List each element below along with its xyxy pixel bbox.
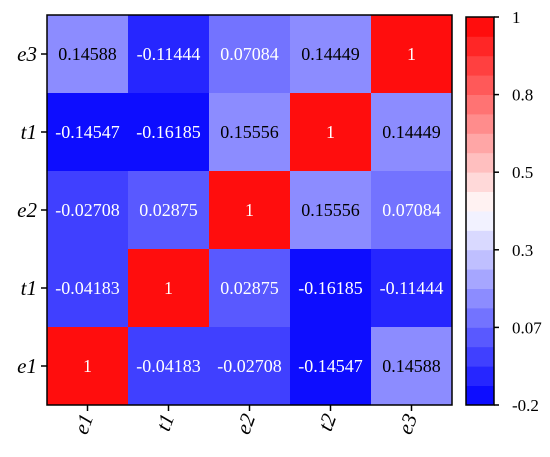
cell-value-label: -0.02708 xyxy=(55,200,120,220)
heatmap-cell xyxy=(47,93,129,172)
x-tick-label: e1 xyxy=(69,411,98,438)
x-tick-label: t1 xyxy=(151,411,179,435)
colorbar: 1 0.8 0.5 0.3 0.07 -0.2 xyxy=(465,8,542,415)
colorbar-segment xyxy=(466,269,494,289)
cell-value-label: 1 xyxy=(245,200,254,220)
cell-value-label: 1 xyxy=(326,122,335,142)
cell-value-label: 0.14449 xyxy=(382,122,441,142)
heatmap-cell xyxy=(128,249,210,328)
colorbar-segment xyxy=(466,366,494,386)
colorbar-segment xyxy=(466,36,494,57)
cell-value-label: -0.16185 xyxy=(136,122,201,142)
heatmap-cell xyxy=(371,171,453,250)
colorbar-segment xyxy=(466,191,494,212)
heatmap-cell xyxy=(128,327,210,406)
cell-value-label: 0.07084 xyxy=(382,200,441,220)
cell-value-label: -0.02708 xyxy=(217,356,282,376)
heatmap-cell xyxy=(209,327,291,406)
colorbar-segment xyxy=(466,327,494,348)
y-tick-label: e2 xyxy=(17,198,37,222)
heatmap-cell xyxy=(209,93,291,172)
colorbar-tick-label: 1 xyxy=(512,8,521,27)
heatmap-cell xyxy=(371,93,453,172)
cell-value-label: 0.14588 xyxy=(58,44,117,64)
cell-value-label: -0.11444 xyxy=(380,278,444,298)
colorbar-segment xyxy=(466,230,494,251)
heatmap-cell xyxy=(371,249,453,328)
colorbar-frame xyxy=(465,16,495,406)
cell-value-label: -0.04183 xyxy=(55,278,120,298)
heatmap-cell xyxy=(128,93,210,172)
cell-value-label: -0.14547 xyxy=(298,356,363,376)
colorbar-segment xyxy=(466,308,494,328)
colorbar-segment xyxy=(466,211,494,231)
heatmap-cell xyxy=(209,249,291,328)
colorbar-segment xyxy=(466,94,494,115)
heatmap-cell xyxy=(128,15,210,94)
heatmap-cell xyxy=(290,327,372,406)
cell-value-label: 1 xyxy=(164,278,173,298)
colorbar-segment xyxy=(466,75,494,95)
colorbar-segment xyxy=(466,385,494,406)
heatmap-cells xyxy=(47,15,453,406)
colorbar-segment xyxy=(466,346,494,367)
heatmap-cell xyxy=(47,15,129,94)
cell-value-label: -0.14547 xyxy=(55,122,120,142)
heatmap-cell xyxy=(209,171,291,250)
colorbar-segment xyxy=(466,133,494,154)
heatmap-cell xyxy=(47,327,129,406)
cell-value-label: 1 xyxy=(407,44,416,64)
colorbar-segment xyxy=(466,288,494,309)
cell-value-label: -0.04183 xyxy=(136,356,201,376)
colorbar-tick-label: -0.2 xyxy=(512,396,539,415)
cell-value-label: 0.07084 xyxy=(220,44,279,64)
colorbar-tick-label: 0.3 xyxy=(512,241,533,260)
colorbar-tick-label: 0.8 xyxy=(512,86,533,105)
y-tick-label: e3 xyxy=(17,42,37,66)
colorbar-segment xyxy=(466,55,494,76)
colorbar-segment xyxy=(466,172,494,192)
heatmap-cell xyxy=(47,249,129,328)
heatmap-cell xyxy=(290,93,372,172)
y-tick-label: t1 xyxy=(21,120,37,144)
cell-value-label: 0.15556 xyxy=(220,122,279,142)
cell-value-label: -0.11444 xyxy=(137,44,201,64)
cell-value-label: 0.15556 xyxy=(301,200,360,220)
heatmap-cell xyxy=(290,15,372,94)
x-tick-label: t2 xyxy=(313,410,341,434)
cell-value-label: 0.02875 xyxy=(139,200,198,220)
heatmap-cell xyxy=(209,15,291,94)
y-tick-label: e1 xyxy=(17,354,37,378)
colorbar-segment xyxy=(466,17,494,37)
heatmap-cell xyxy=(371,327,453,406)
heatmap-cell xyxy=(290,249,372,328)
heatmap-cell xyxy=(47,171,129,250)
cell-value-label: 1 xyxy=(83,356,92,376)
colorbar-tick-label: 0.5 xyxy=(512,163,533,182)
colorbar-segment xyxy=(466,152,494,173)
heatmap-cell xyxy=(290,171,372,250)
cell-value-label: 0.14588 xyxy=(382,356,441,376)
y-axis: e3 t1 e2 t1 e1 xyxy=(17,42,47,378)
heatmap-cell xyxy=(371,15,453,94)
colorbar-segment xyxy=(466,114,494,134)
colorbar-tick-label: 0.07 xyxy=(512,318,542,337)
heatmap-cell xyxy=(128,171,210,250)
x-tick-label: e2 xyxy=(231,410,261,437)
x-axis: e1 t1 e2 t2 e3 xyxy=(69,405,422,437)
cell-value-label: 0.02875 xyxy=(220,278,279,298)
x-tick-label: e3 xyxy=(393,411,422,438)
y-tick-label: t1 xyxy=(21,276,37,300)
cell-value-label: 0.14449 xyxy=(301,44,360,64)
heatmap-cell-labels: 0.14588 -0.11444 0.07084 0.14449 1 -0.14547 -0… xyxy=(55,44,443,376)
cell-value-label: -0.16185 xyxy=(298,278,363,298)
colorbar-segment xyxy=(466,249,494,270)
